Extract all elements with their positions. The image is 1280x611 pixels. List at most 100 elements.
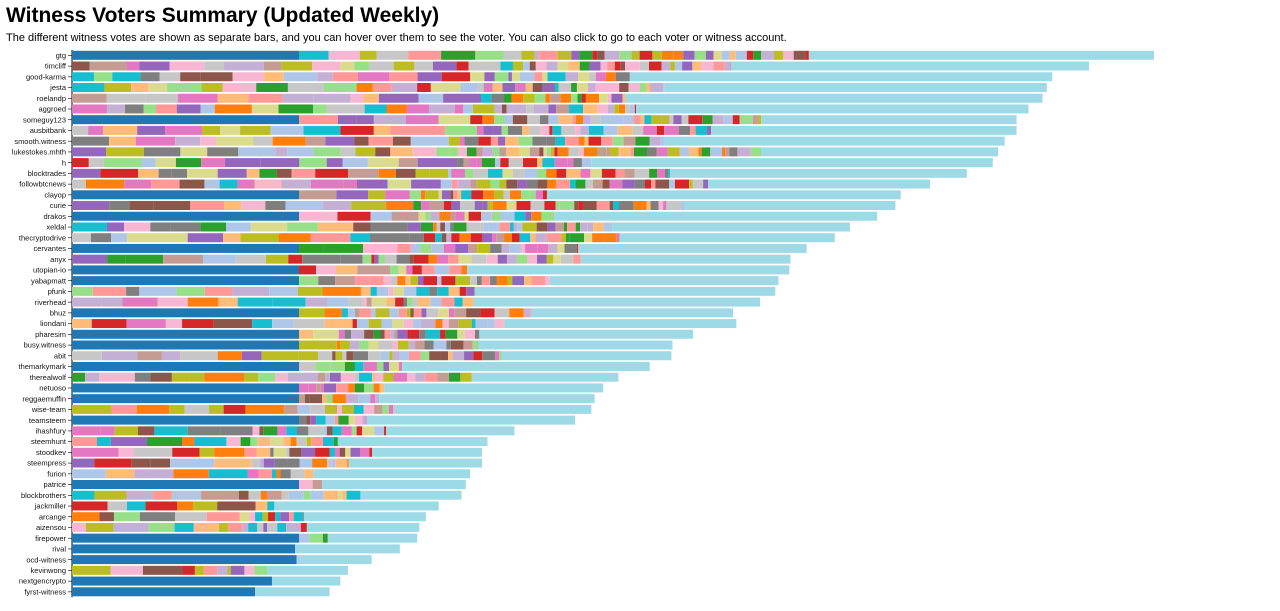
voter-segment[interactable]: [739, 115, 753, 125]
voter-segment[interactable]: [417, 82, 431, 92]
voter-segment[interactable]: [481, 276, 491, 286]
voter-segment[interactable]: [437, 372, 449, 382]
voter-segment[interactable]: [142, 565, 183, 575]
voter-segment[interactable]: [575, 115, 584, 125]
voter-segment[interactable]: [395, 297, 404, 307]
voter-segment[interactable]: [531, 276, 546, 286]
voter-segment[interactable]: [470, 179, 474, 189]
voter-segment[interactable]: [99, 512, 114, 522]
voter-segment[interactable]: [270, 447, 274, 457]
witness-label[interactable]: reggaemuffin: [22, 394, 66, 403]
voter-segment[interactable]: [342, 158, 368, 168]
voter-segment[interactable]: [482, 115, 495, 125]
voter-segment[interactable]: [408, 50, 442, 60]
voter-segment[interactable]: [297, 426, 309, 436]
voter-segment[interactable]: [432, 61, 457, 71]
voter-segment[interactable]: [529, 190, 536, 200]
witness-label[interactable]: busy.witness: [24, 341, 67, 350]
voter-segment-tail[interactable]: [360, 490, 462, 500]
voter-segment[interactable]: [299, 480, 313, 489]
voter-segment[interactable]: [385, 201, 414, 211]
voter-segment[interactable]: [546, 147, 551, 157]
witness-label[interactable]: fyrst-witness: [24, 587, 66, 596]
voter-segment[interactable]: [72, 394, 299, 404]
voter-segment[interactable]: [125, 104, 144, 114]
voter-segment[interactable]: [218, 522, 229, 532]
witness-bar[interactable]: [72, 404, 592, 414]
voter-segment[interactable]: [487, 201, 493, 211]
voter-segment[interactable]: [389, 351, 393, 361]
voter-segment[interactable]: [72, 93, 107, 103]
voter-segment[interactable]: [252, 426, 260, 436]
voter-segment[interactable]: [414, 61, 433, 71]
voter-segment[interactable]: [578, 201, 583, 211]
voter-segment[interactable]: [126, 319, 166, 329]
voter-segment[interactable]: [287, 82, 324, 92]
voter-segment[interactable]: [237, 179, 255, 189]
voter-segment[interactable]: [547, 72, 555, 82]
voter-segment[interactable]: [487, 319, 495, 329]
voter-segment[interactable]: [597, 50, 605, 60]
voter-segment[interactable]: [358, 394, 371, 404]
voter-segment[interactable]: [616, 233, 620, 243]
voter-segment[interactable]: [497, 254, 508, 264]
voter-segment[interactable]: [72, 50, 299, 60]
voter-segment[interactable]: [287, 372, 319, 382]
voter-segment[interactable]: [264, 72, 284, 82]
voter-segment[interactable]: [72, 168, 101, 178]
witness-bar[interactable]: [72, 533, 418, 543]
voter-segment[interactable]: [464, 351, 474, 361]
voter-segment[interactable]: [255, 501, 268, 511]
voter-segment[interactable]: [204, 286, 233, 296]
voter-segment[interactable]: [406, 265, 413, 275]
voter-segment[interactable]: [542, 72, 548, 82]
voter-segment[interactable]: [529, 125, 541, 135]
voter-segment[interactable]: [227, 565, 231, 575]
voter-segment-tail[interactable]: [479, 329, 694, 339]
voter-segment[interactable]: [204, 179, 220, 189]
voter-segment[interactable]: [521, 50, 535, 60]
voter-segment[interactable]: [267, 501, 275, 511]
voter-segment[interactable]: [268, 512, 276, 522]
voter-segment[interactable]: [669, 179, 675, 189]
witness-label[interactable]: drakos: [43, 212, 66, 221]
voter-segment[interactable]: [339, 447, 346, 457]
voter-segment[interactable]: [378, 168, 396, 178]
voter-segment[interactable]: [359, 50, 377, 60]
voter-segment[interactable]: [126, 286, 140, 296]
voter-segment[interactable]: [187, 297, 219, 307]
voter-segment[interactable]: [564, 243, 577, 253]
voter-segment[interactable]: [357, 265, 391, 275]
witness-bar[interactable]: [72, 265, 790, 275]
voter-segment[interactable]: [299, 50, 329, 60]
voter-segment[interactable]: [522, 222, 537, 232]
voter-segment[interactable]: [449, 265, 462, 275]
voter-segment[interactable]: [312, 480, 323, 489]
voter-segment[interactable]: [157, 297, 188, 307]
voter-segment[interactable]: [397, 276, 406, 286]
voter-segment[interactable]: [614, 61, 621, 71]
voter-segment[interactable]: [488, 222, 500, 232]
voter-segment[interactable]: [332, 426, 342, 436]
voter-segment[interactable]: [244, 447, 257, 457]
voter-segment[interactable]: [511, 72, 520, 82]
voter-segment[interactable]: [277, 426, 287, 436]
voter-segment[interactable]: [568, 61, 580, 71]
voter-segment[interactable]: [101, 351, 138, 361]
voter-segment[interactable]: [299, 383, 309, 393]
voter-segment[interactable]: [723, 115, 733, 125]
voter-segment[interactable]: [72, 544, 296, 554]
voter-segment-tail[interactable]: [384, 383, 604, 393]
voter-segment[interactable]: [511, 233, 520, 243]
voter-segment[interactable]: [381, 319, 393, 329]
voter-segment[interactable]: [443, 243, 456, 253]
voter-segment[interactable]: [471, 190, 484, 200]
voter-segment[interactable]: [669, 115, 674, 125]
voter-segment[interactable]: [326, 158, 343, 168]
witness-bar[interactable]: [72, 61, 1090, 71]
voter-segment[interactable]: [352, 319, 357, 329]
voter-segment[interactable]: [429, 286, 438, 296]
witness-bar[interactable]: [72, 93, 1043, 103]
voter-segment[interactable]: [423, 276, 438, 286]
voter-segment[interactable]: [385, 190, 410, 200]
